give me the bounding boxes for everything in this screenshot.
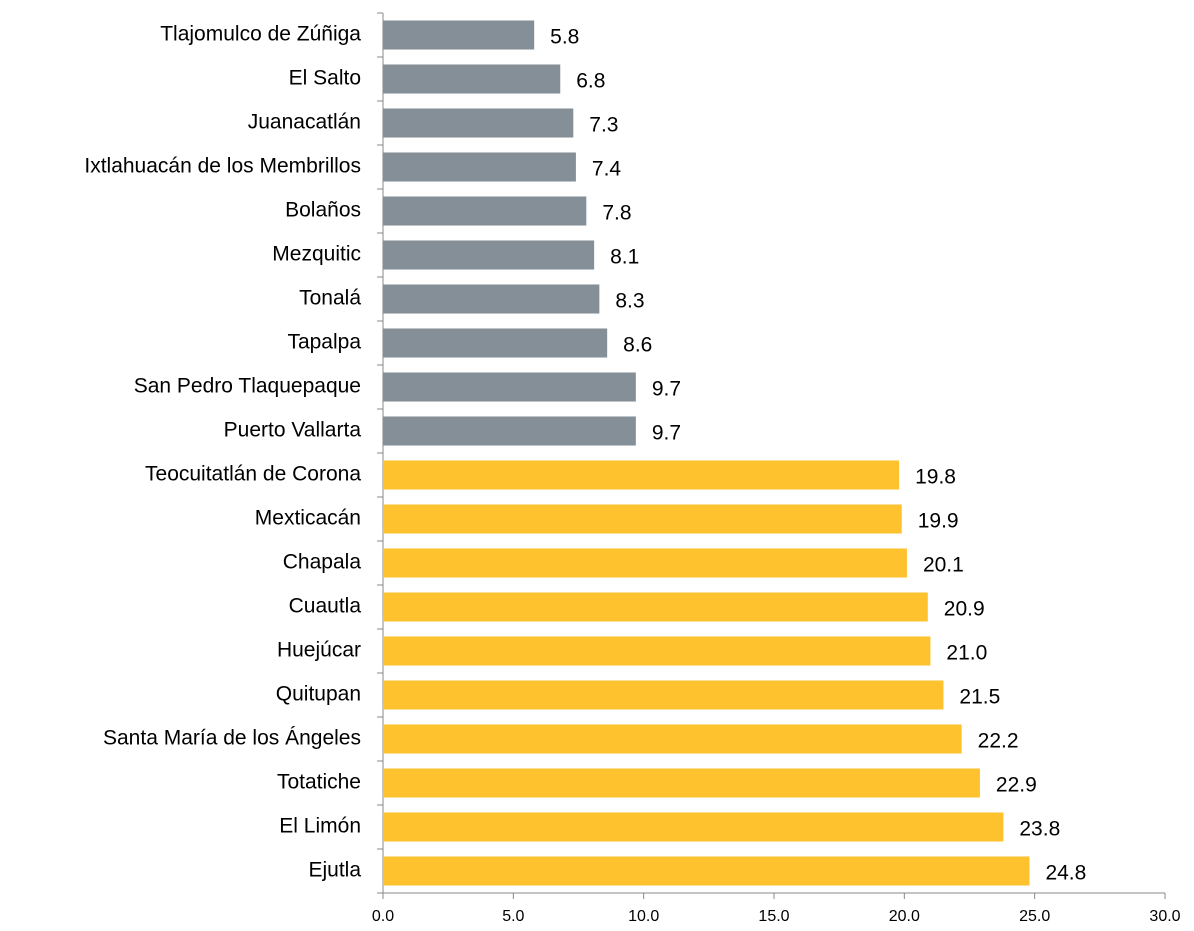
bar — [383, 372, 636, 402]
y-tick-label: Mezquitic — [272, 243, 361, 266]
data-label: 21.0 — [946, 642, 987, 665]
bar — [383, 592, 928, 622]
bar — [383, 724, 962, 754]
y-tick-label: Tonalá — [299, 287, 361, 310]
bar — [383, 284, 600, 314]
y-tick-label: Huejúcar — [277, 639, 361, 662]
data-label: 9.7 — [652, 378, 681, 401]
x-tick-label: 15.0 — [758, 908, 789, 925]
y-tick-label: Juanacatlán — [248, 111, 361, 134]
data-label: 20.1 — [923, 554, 964, 577]
bar — [383, 240, 595, 270]
y-tick-label: Cuautla — [289, 595, 362, 618]
bar — [383, 504, 902, 534]
y-tick-label: Tapalpa — [287, 331, 361, 354]
y-tick-label: Mexticacán — [255, 507, 361, 530]
bar — [383, 108, 574, 138]
data-label: 7.3 — [589, 114, 618, 137]
bar — [383, 196, 587, 226]
y-tick-label: El Salto — [289, 67, 361, 90]
y-tick-label: Santa María de los Ángeles — [103, 727, 361, 750]
data-label: 19.8 — [915, 466, 956, 489]
bar — [383, 856, 1030, 886]
y-tick-label: San Pedro Tlaquepaque — [134, 375, 361, 398]
data-label: 23.8 — [1019, 818, 1060, 841]
x-tick-label: 5.0 — [502, 908, 524, 925]
data-label: 8.3 — [615, 290, 644, 313]
x-tick-label: 20.0 — [889, 908, 920, 925]
x-tick-label: 0.0 — [372, 908, 394, 925]
y-tick-label: Bolaños — [285, 199, 361, 222]
bar — [383, 64, 561, 94]
x-tick-label: 30.0 — [1149, 908, 1180, 925]
x-tick-label: 25.0 — [1019, 908, 1050, 925]
y-tick-label: Teocuitatlán de Corona — [145, 463, 361, 486]
bar — [383, 812, 1004, 842]
data-label: 21.5 — [959, 686, 1000, 709]
data-label: 8.1 — [610, 246, 639, 269]
data-label: 24.8 — [1045, 862, 1086, 885]
bar — [383, 548, 907, 578]
data-label: 9.7 — [652, 422, 681, 445]
data-label: 20.9 — [944, 598, 985, 621]
data-label: 6.8 — [576, 70, 605, 93]
y-tick-label: Quitupan — [276, 683, 361, 706]
data-label: 22.9 — [996, 774, 1037, 797]
bar — [383, 460, 900, 490]
bar — [383, 416, 636, 446]
data-label: 8.6 — [623, 334, 652, 357]
y-tick-label: Totatiche — [277, 771, 361, 794]
data-label: 19.9 — [918, 510, 959, 533]
bar — [383, 636, 931, 666]
y-tick-label: Chapala — [283, 551, 362, 574]
bar — [383, 328, 608, 358]
y-tick-label: Puerto Vallarta — [224, 419, 362, 442]
y-tick-label: El Limón — [279, 815, 361, 838]
y-tick-label: Ixtlahuacán de los Membrillos — [84, 155, 361, 178]
data-label: 7.8 — [602, 202, 631, 225]
x-tick-label: 10.0 — [628, 908, 659, 925]
bar — [383, 20, 535, 50]
bar — [383, 768, 980, 798]
y-tick-label: Tlajomulco de Zúñiga — [160, 23, 361, 46]
bar — [383, 152, 576, 182]
data-label: 5.8 — [550, 26, 579, 49]
bar — [383, 680, 944, 710]
y-tick-label: Ejutla — [308, 859, 361, 882]
data-label: 22.2 — [978, 730, 1019, 753]
data-label: 7.4 — [592, 158, 622, 181]
